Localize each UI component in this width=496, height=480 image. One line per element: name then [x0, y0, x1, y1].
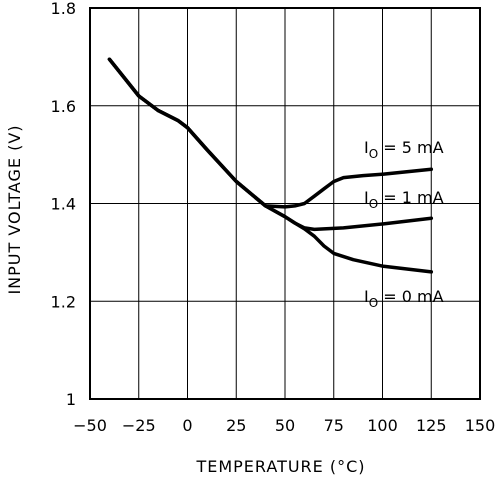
x-tick-label: 100: [367, 416, 398, 435]
x-tick-label: 75: [324, 416, 344, 435]
x-axis-title: TEMPERATURE (°C): [195, 457, 365, 476]
series-layer: [107, 57, 434, 274]
x-tick-label: 125: [416, 416, 447, 435]
y-axis-title: INPUT VOLTAGE (V): [5, 124, 24, 294]
x-tick-label: 50: [275, 416, 295, 435]
y-tick-label: 1.2: [51, 292, 76, 311]
x-tick-label: 25: [226, 416, 246, 435]
y-tick-label: 1: [66, 390, 76, 409]
grid-layer: [90, 8, 480, 399]
y-tick-label: 1.4: [51, 195, 76, 214]
plot-frame: [89, 7, 481, 400]
y-tick-label: 1.6: [51, 97, 76, 116]
y-tick-labels: 1 1.2 1.4 1.6 1.8: [51, 0, 76, 409]
x-tick-label: 0: [182, 416, 192, 435]
x-tick-labels: −50 −25 0 25 50 75 100 125 150: [73, 416, 495, 435]
series-label-1: IO = 1 mA: [364, 188, 444, 211]
x-tick-label: 150: [465, 416, 496, 435]
series-line-0: [107, 57, 434, 209]
series-label-2: IO = 0 mA: [364, 287, 444, 310]
x-tick-label: −25: [122, 416, 156, 435]
series-label-0: IO = 5 mA: [364, 138, 444, 161]
x-tick-label: −50: [73, 416, 107, 435]
series-label-layer: IO = 5 mA IO = 1 mA IO = 0 mA: [364, 138, 444, 310]
y-tick-label: 1.8: [51, 0, 76, 18]
series-line-2: [107, 57, 434, 274]
